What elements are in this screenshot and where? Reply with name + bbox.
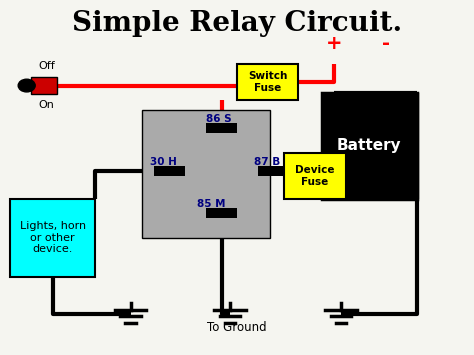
Text: Off: Off <box>38 61 55 71</box>
Bar <box>10 199 95 277</box>
Text: Switch
Fuse: Switch Fuse <box>248 71 287 93</box>
Bar <box>31 77 57 94</box>
Text: 30 H: 30 H <box>150 157 176 166</box>
Text: To Ground: To Ground <box>207 321 267 334</box>
Text: Device
Fuse: Device Fuse <box>295 165 335 186</box>
Bar <box>322 93 417 199</box>
Text: Battery: Battery <box>337 138 401 153</box>
Bar <box>155 166 185 176</box>
Bar <box>143 110 270 237</box>
Text: 87 B: 87 B <box>254 157 280 166</box>
Text: Lights, horn
or other
device.: Lights, horn or other device. <box>19 221 86 254</box>
Text: On: On <box>38 100 55 110</box>
Circle shape <box>18 79 35 92</box>
Text: Simple Relay Circuit.: Simple Relay Circuit. <box>72 10 402 37</box>
Text: 86 S: 86 S <box>206 114 232 124</box>
Text: +: + <box>326 34 342 53</box>
Text: 85 M: 85 M <box>197 199 225 209</box>
Bar <box>206 208 237 218</box>
Bar <box>206 124 237 133</box>
Bar <box>237 64 299 100</box>
Bar <box>284 153 346 199</box>
Bar <box>258 166 289 176</box>
Text: -: - <box>382 34 390 53</box>
